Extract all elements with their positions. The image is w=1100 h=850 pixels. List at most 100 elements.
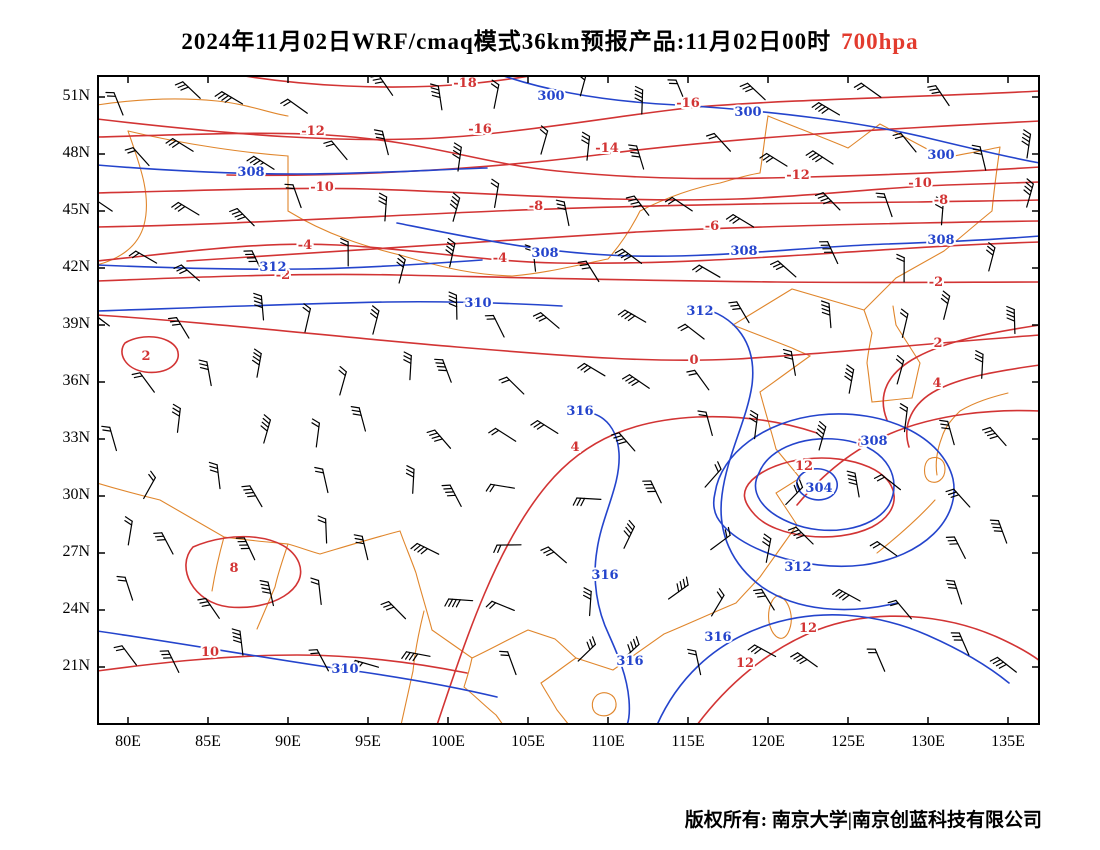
- height-contour-308: [396, 222, 1040, 258]
- y-axis-label-48N: 48N: [62, 144, 90, 161]
- temperature-label--2: -2: [929, 275, 943, 290]
- temperature-contour--4: [97, 241, 1040, 265]
- x-axis-label-95E: 95E: [355, 733, 381, 750]
- temperature-label-12: 12: [795, 459, 813, 474]
- temperature-label--16: -16: [676, 96, 700, 111]
- height-contour-308: [754, 437, 895, 532]
- height-label-316: 316: [566, 404, 593, 419]
- temperature-label--18: -18: [453, 76, 477, 91]
- x-axis-label-90E: 90E: [275, 733, 301, 750]
- height-label-316: 316: [704, 630, 731, 645]
- height-label-308: 308: [237, 165, 264, 180]
- map-frame: -18 -16 -16 -14 -12 -12 -10 -10 -8 -8 -6 -4 -4 -2 -2 0 2…: [97, 75, 1040, 725]
- height-contour-308: [97, 164, 488, 175]
- contour-labels: -18-16-16-14-12-12-10 -10-8 -8-6-4-4-2 -202…: [139, 75, 956, 679]
- height-label-304: 304: [805, 481, 832, 496]
- temperature-label--8: -8: [934, 193, 948, 208]
- temperature-label--4: -4: [493, 251, 507, 266]
- height-label-316: 316: [591, 568, 618, 583]
- y-axis-label-42N: 42N: [62, 258, 90, 275]
- temperature-contour-2: [882, 324, 1040, 421]
- temperature-label-8: 8: [857, 436, 866, 451]
- temperature-label-8: 8: [229, 561, 238, 576]
- y-axis-label-39N: 39N: [62, 315, 90, 332]
- height-contour-304: [796, 468, 838, 501]
- temperature-contour--8: [97, 199, 1040, 228]
- contour-map-svg: -18-16-16-14-12-12-10 -10-8 -8-6-4-4-2 -202…: [97, 75, 1040, 725]
- height-contour-310: [97, 300, 563, 312]
- copyright-footer: 版权所有: 南京大学|南京创蓝科技有限公司: [684, 810, 1042, 831]
- temperature-label-2: 2: [141, 349, 150, 364]
- temperature-contour-0: [97, 314, 1040, 362]
- temperature-contour-12: [743, 457, 895, 538]
- x-axis-label-130E: 130E: [911, 733, 945, 750]
- temperature-contour--2: [97, 273, 1040, 284]
- x-axis-label-100E: 100E: [431, 733, 465, 750]
- height-contour-316: [656, 614, 1010, 725]
- height-contour-312: [97, 259, 483, 271]
- y-axis-label-24N: 24N: [62, 600, 90, 617]
- x-axis-label-85E: 85E: [195, 733, 221, 750]
- temperature-contour--10: [97, 181, 1040, 201]
- height-label-308: 308: [730, 244, 757, 259]
- height-label-300: 300: [927, 148, 954, 163]
- y-axis-label-45N: 45N: [62, 201, 90, 218]
- y-axis-label-36N: 36N: [62, 372, 90, 389]
- temperature-label--6: -6: [705, 219, 719, 234]
- temperature-label-4: 4: [570, 440, 579, 455]
- temperature-contour--6: [186, 220, 1040, 262]
- temperature-label-4: 4: [932, 376, 941, 391]
- height-label-300: 300: [537, 89, 564, 104]
- x-axis-label-125E: 125E: [831, 733, 865, 750]
- temperature-contour-10: [97, 654, 468, 674]
- temperature-label--16: -16: [468, 122, 492, 137]
- height-label-316: 316: [616, 654, 643, 669]
- y-axis-label-33N: 33N: [62, 429, 90, 446]
- height-label-300: 300: [734, 105, 761, 120]
- temperature-label--12: -12: [786, 168, 810, 183]
- temperature-contour-2: [121, 336, 180, 374]
- x-axis-label-135E: 135E: [991, 733, 1025, 750]
- coastlines: [97, 98, 1009, 725]
- temperature-label--10: -10: [310, 180, 334, 195]
- height-label-310: 310: [331, 662, 358, 677]
- x-axis-label-120E: 120E: [751, 733, 785, 750]
- height-contour-312: [712, 413, 955, 567]
- x-axis-label-105E: 105E: [511, 733, 545, 750]
- temperature-label--10: -10: [908, 176, 932, 191]
- temperature-label--12: -12: [301, 124, 325, 139]
- temperature-label--2: -2: [276, 268, 290, 283]
- y-axis-label-30N: 30N: [62, 486, 90, 503]
- temperature-label--4: -4: [298, 238, 312, 253]
- x-axis-label-115E: 115E: [671, 733, 705, 750]
- height-label-312: 312: [686, 304, 713, 319]
- temperature-contour--16: [97, 90, 1040, 141]
- height-label-312: 312: [259, 260, 286, 275]
- y-axis-label-21N: 21N: [62, 657, 90, 674]
- temperature-contour-4: [906, 364, 1040, 448]
- temperature-contour-12: [696, 615, 1040, 725]
- y-axis-label-51N: 51N: [62, 87, 90, 104]
- contour-lines: [97, 75, 1040, 725]
- height-contour-316: [566, 411, 631, 725]
- y-axis-label-27N: 27N: [62, 543, 90, 560]
- chart-title-main: 2024年11月02日WRF/cmaq模式36km预报产品:11月02日00时: [181, 29, 832, 54]
- chart-title-level: 700hpa: [841, 29, 919, 54]
- temperature-label--14: -14: [595, 141, 619, 156]
- temperature-label--8: -8: [529, 199, 543, 214]
- height-label-308: 308: [860, 434, 887, 449]
- temperature-label-10: 10: [201, 645, 219, 660]
- temperature-contour-4: [436, 415, 818, 725]
- height-contour-312: [696, 306, 898, 611]
- temperature-contour-8: [796, 409, 1040, 506]
- x-axis-label-80E: 80E: [115, 733, 141, 750]
- temperature-contour--12: [97, 132, 1040, 180]
- temperature-label-12: 12: [799, 621, 817, 636]
- temperature-contour--14: [226, 120, 1040, 177]
- x-axis-label-110E: 110E: [591, 733, 625, 750]
- temperature-label-2: 2: [933, 336, 942, 351]
- temperature-contour--18: [234, 75, 542, 88]
- wind-barbs: [97, 75, 1034, 676]
- height-label-312: 312: [784, 560, 811, 575]
